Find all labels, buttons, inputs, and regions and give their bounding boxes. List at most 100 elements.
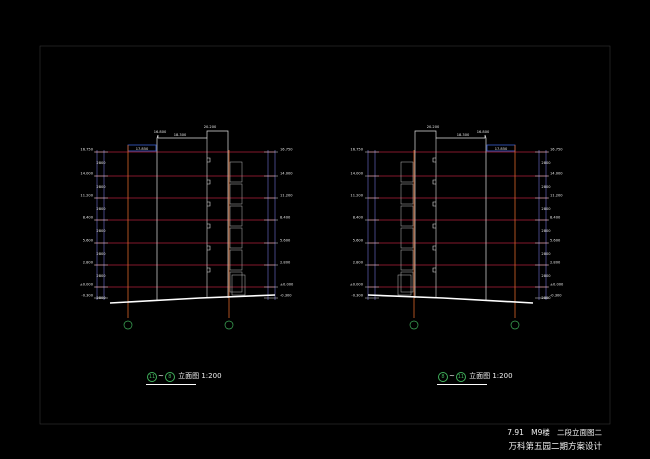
building-outline [156,130,229,300]
sheet-border [39,45,611,425]
view-name: 立面图 [178,372,200,380]
floor-height-label: 2800 [541,207,551,211]
floor-height-label: 2800 [96,161,106,165]
ground-line [367,294,534,304]
floor-height-label: 2800 [541,229,551,233]
title-block-line1: 7.91 M9楼 二段立面图二 [507,427,602,438]
entrance-door [231,274,246,296]
stair-window [229,271,243,293]
level-label: 5.600 [280,239,291,243]
top-level-label: 16.800 [477,130,490,134]
level-label: 8.400 [550,216,561,220]
left-elevation [94,130,278,330]
level-label: 2.800 [280,261,291,265]
floor-height-label: 2800 [541,185,551,189]
level-label: 14.000 [550,172,563,176]
stair-window [400,227,414,249]
axis-bubble [409,320,419,330]
balcony [207,201,211,207]
level-label: ±0.000 [280,283,294,287]
floor-height-label: 2800 [96,207,106,211]
axis-bubble [123,320,133,330]
level-label: 14.000 [280,172,293,176]
stair-window [400,271,414,293]
balcony [207,245,211,251]
level-label: 8.400 [280,216,291,220]
level-label: -0.300 [351,294,363,298]
balcony [207,179,211,185]
building-name: M9楼 [531,428,550,437]
level-label: ±0.000 [80,283,94,287]
level-label: 2.800 [353,261,364,265]
stair-window [400,249,414,271]
right-elevation [365,130,549,330]
view-scale: 1:200 [492,372,513,380]
axis-bubble [510,320,520,330]
stair-window [229,161,243,183]
floor-height-label: 2800 [96,229,106,233]
level-label: 11.200 [550,194,563,198]
floor-height-label: 2800 [541,296,551,300]
axis-bubble: 11 [455,372,466,382]
building-outline [414,130,487,300]
roof-tag-label: 17.850 [136,147,149,151]
view-name: 立面图 [469,372,491,380]
entrance-door [397,274,412,296]
level-label: 5.600 [353,239,364,243]
level-label: 11.200 [280,194,293,198]
sheet-number: 7.91 [507,428,524,437]
axis-bubble [224,320,234,330]
level-label: 2.800 [550,261,561,265]
ground-line [109,294,276,304]
roof-tag-label: 17.850 [495,147,508,151]
level-label: 11.200 [350,194,363,198]
top-level-label: 16.800 [154,130,167,134]
stair-window [229,227,243,249]
stair-window [229,183,243,205]
stair-window [400,161,414,183]
balcony [432,157,436,163]
top-level-label: 18.300 [174,133,187,137]
level-label: 16.750 [350,148,363,152]
level-label: -0.300 [280,294,292,298]
balcony [432,179,436,185]
left-elevation-title: 11 ~8 立面图 1:200 [146,371,222,385]
level-label: 11.200 [80,194,93,198]
stair-window [400,205,414,227]
view-scale: 1:200 [201,372,222,380]
top-level-label: 20.200 [427,125,440,129]
title-block-line2: 万科第五园二期方案设计 [508,442,602,452]
level-label: 5.600 [550,239,561,243]
floor-height-label: 2800 [96,185,106,189]
floor-height-label: 2800 [541,252,551,256]
level-label: 16.750 [80,148,93,152]
floor-height-label: 2800 [96,274,106,278]
balcony [432,245,436,251]
floor-height-label: 2800 [541,274,551,278]
level-label: 14.000 [350,172,363,176]
balcony [207,157,211,163]
balcony [207,223,211,229]
level-label: 2.800 [83,261,94,265]
top-level-label: 20.200 [204,125,217,129]
level-label: -0.300 [81,294,93,298]
floor-height-label: 2800 [96,252,106,256]
level-label: 8.400 [83,216,94,220]
sheet-title: 二段立面图二 [557,428,602,437]
stair-window [229,249,243,271]
floor-height-label: 2800 [541,161,551,165]
level-label: 8.400 [353,216,364,220]
balcony [207,267,211,273]
stair-window [400,183,414,205]
right-elevation-title: 8 ~11 立面图 1:200 [437,371,513,385]
level-label: -0.300 [550,294,562,298]
axis-bubble: 11 [147,372,157,382]
axis-bubble: 8 [438,372,448,382]
balcony [432,267,436,273]
level-label: ±0.000 [550,283,564,287]
level-label: 16.750 [550,148,563,152]
top-level-label: 18.300 [457,133,470,137]
level-label: 16.750 [280,148,293,152]
